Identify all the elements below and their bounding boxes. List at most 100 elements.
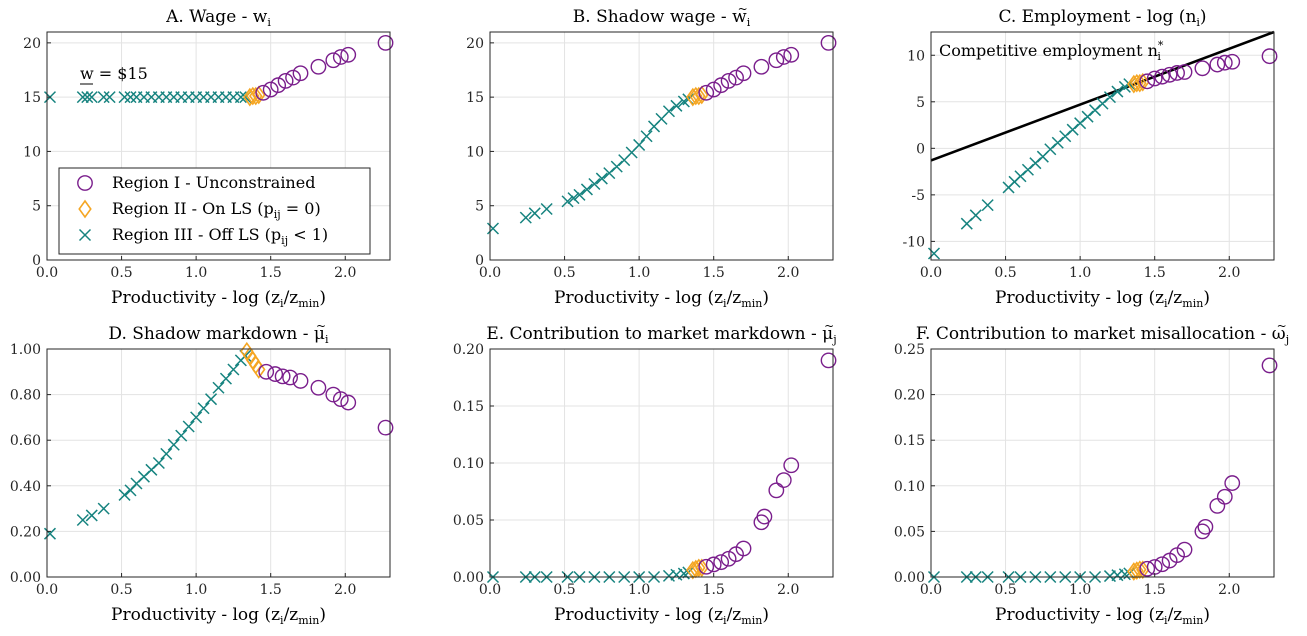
- y-tick-label: 0.15: [453, 399, 484, 415]
- x-axis-label-mid: /z: [727, 288, 742, 308]
- y-tick-label: 0.00: [10, 570, 41, 586]
- data-point-region-3: [595, 172, 608, 185]
- data-point-region-1: [1261, 357, 1278, 374]
- x-tick-label: 0.0: [36, 582, 58, 598]
- data-point-region-1: [1176, 541, 1193, 558]
- data-point-region-1: [698, 84, 715, 101]
- data-point-region-1: [1216, 488, 1233, 505]
- legend-tail: = 0): [281, 199, 321, 218]
- data-point-region-1: [1224, 53, 1241, 70]
- competitive-employment-sub: i: [1157, 50, 1161, 63]
- competitive-employment-sup: *: [1158, 39, 1164, 52]
- y-tick-label: 10: [23, 144, 41, 160]
- data-point-region-3: [573, 188, 586, 201]
- x-axis-label-mid: /z: [284, 605, 299, 625]
- data-point-region-3: [588, 177, 601, 191]
- data-point-region-3: [43, 527, 57, 540]
- x-axis-label-mid: /z: [284, 288, 299, 308]
- data-point-region-1: [1209, 56, 1226, 73]
- data-point-region-3: [219, 372, 232, 385]
- legend-text: Region III - Off LS (p: [112, 225, 281, 244]
- data-point-region-3: [580, 183, 593, 196]
- panel-title-main: F. Contribution to market misallocation …: [916, 324, 1286, 344]
- competitive-employment-line: [930, 30, 1275, 162]
- data-point-region-1: [325, 386, 342, 403]
- panel-title-subscript: i: [325, 333, 329, 346]
- x-axis-label-sub: i: [1164, 614, 1168, 627]
- x-axis-label: Productivity - log (zi/zmin): [995, 288, 1210, 310]
- data-point-region-2: [252, 360, 266, 379]
- panel-title-main: D. Shadow markdown - μ: [108, 324, 325, 344]
- data-point-region-1: [783, 457, 800, 474]
- data-point-region-1: [277, 72, 294, 89]
- axes-frame: [46, 348, 391, 578]
- data-point-region-2: [1133, 560, 1147, 580]
- data-point-region-3: [981, 199, 994, 212]
- x-tick-label: 0.5: [110, 265, 132, 281]
- data-point-region-1: [1146, 70, 1163, 87]
- x-tick-label: 1.0: [185, 265, 207, 281]
- x-axis-label-tail: ): [319, 605, 326, 625]
- axes-frame: [930, 348, 1275, 578]
- x-tick-label: 2.0: [334, 582, 356, 598]
- panel-title-tail: ): [1200, 7, 1207, 27]
- x-tick-label: 0.5: [110, 582, 132, 598]
- x-axis-label-tail: ): [1203, 605, 1210, 625]
- x-axis-label-main: Productivity - log (z: [111, 288, 280, 308]
- data-point-region-3: [227, 363, 240, 376]
- data-point-region-3: [190, 411, 203, 424]
- x-tick-label: 0.0: [479, 265, 501, 281]
- y-tick-label: 0.20: [894, 388, 925, 404]
- panel-title-subscript: j: [1284, 333, 1289, 346]
- y-tick-label: 0.20: [10, 524, 41, 540]
- data-point-region-1: [1261, 48, 1278, 65]
- data-point-region-3: [519, 211, 532, 224]
- data-point-region-1: [775, 472, 792, 488]
- plot-area: [47, 349, 390, 577]
- data-point-region-1: [1194, 523, 1211, 540]
- data-point-region-1: [820, 352, 837, 369]
- data-point-region-1: [775, 49, 792, 65]
- data-point-region-3: [969, 209, 982, 222]
- data-point-region-3: [561, 195, 574, 208]
- legend-label-region2: Region II - On LS (pij = 0): [112, 199, 321, 221]
- x-axis-label: Productivity - log (zi/zmin): [111, 288, 326, 310]
- data-point-region-3: [103, 91, 116, 104]
- x-axis-label: Productivity - log (zi/zmin): [554, 288, 769, 310]
- y-tick-label: 5: [916, 95, 925, 111]
- data-point-region-1: [377, 419, 394, 436]
- data-point-region-3: [670, 99, 683, 112]
- x-axis-label-sub2: min: [741, 614, 762, 627]
- plot-area: [931, 32, 1274, 260]
- data-point-region-1: [310, 379, 327, 396]
- x-axis-label-sub: i: [1164, 297, 1168, 310]
- data-point-region-1: [1139, 560, 1156, 577]
- data-point-region-1: [728, 69, 744, 86]
- y-tick-label: 20: [23, 36, 41, 52]
- data-point-region-1: [768, 482, 785, 499]
- panel-f: 0.0 0.5 1.0 1.5 2.0 0.00 0.05 0.10 0.15 0.20 0.25F…: [894, 319, 1289, 627]
- data-point-region-2: [1136, 560, 1150, 580]
- data-point-region-1: [267, 366, 284, 382]
- x-axis-label: Productivity - log (zi/zmin): [554, 605, 769, 627]
- y-tick-label: 0.20: [453, 342, 484, 358]
- axes-frame: [489, 31, 834, 261]
- panel-title-subscript: i: [747, 16, 751, 29]
- y-tick-label: 0.10: [894, 479, 925, 495]
- y-tick-label: -10: [902, 234, 925, 250]
- data-point-region-3: [662, 105, 675, 118]
- x-tick-label: 2.0: [1218, 265, 1240, 281]
- data-point-region-1: [1154, 556, 1171, 573]
- y-tick-label: 0.60: [10, 433, 41, 449]
- data-point-region-1: [1194, 60, 1211, 77]
- panel-title-subscript: j: [831, 333, 836, 346]
- data-point-region-3: [97, 502, 110, 515]
- x-tick-label: 1.0: [628, 582, 650, 598]
- x-axis-label-sub: i: [723, 297, 727, 310]
- data-point-region-1: [720, 550, 737, 567]
- data-point-region-1: [262, 81, 279, 98]
- data-point-region-3: [124, 91, 137, 104]
- y-tick-label: 5: [32, 199, 41, 215]
